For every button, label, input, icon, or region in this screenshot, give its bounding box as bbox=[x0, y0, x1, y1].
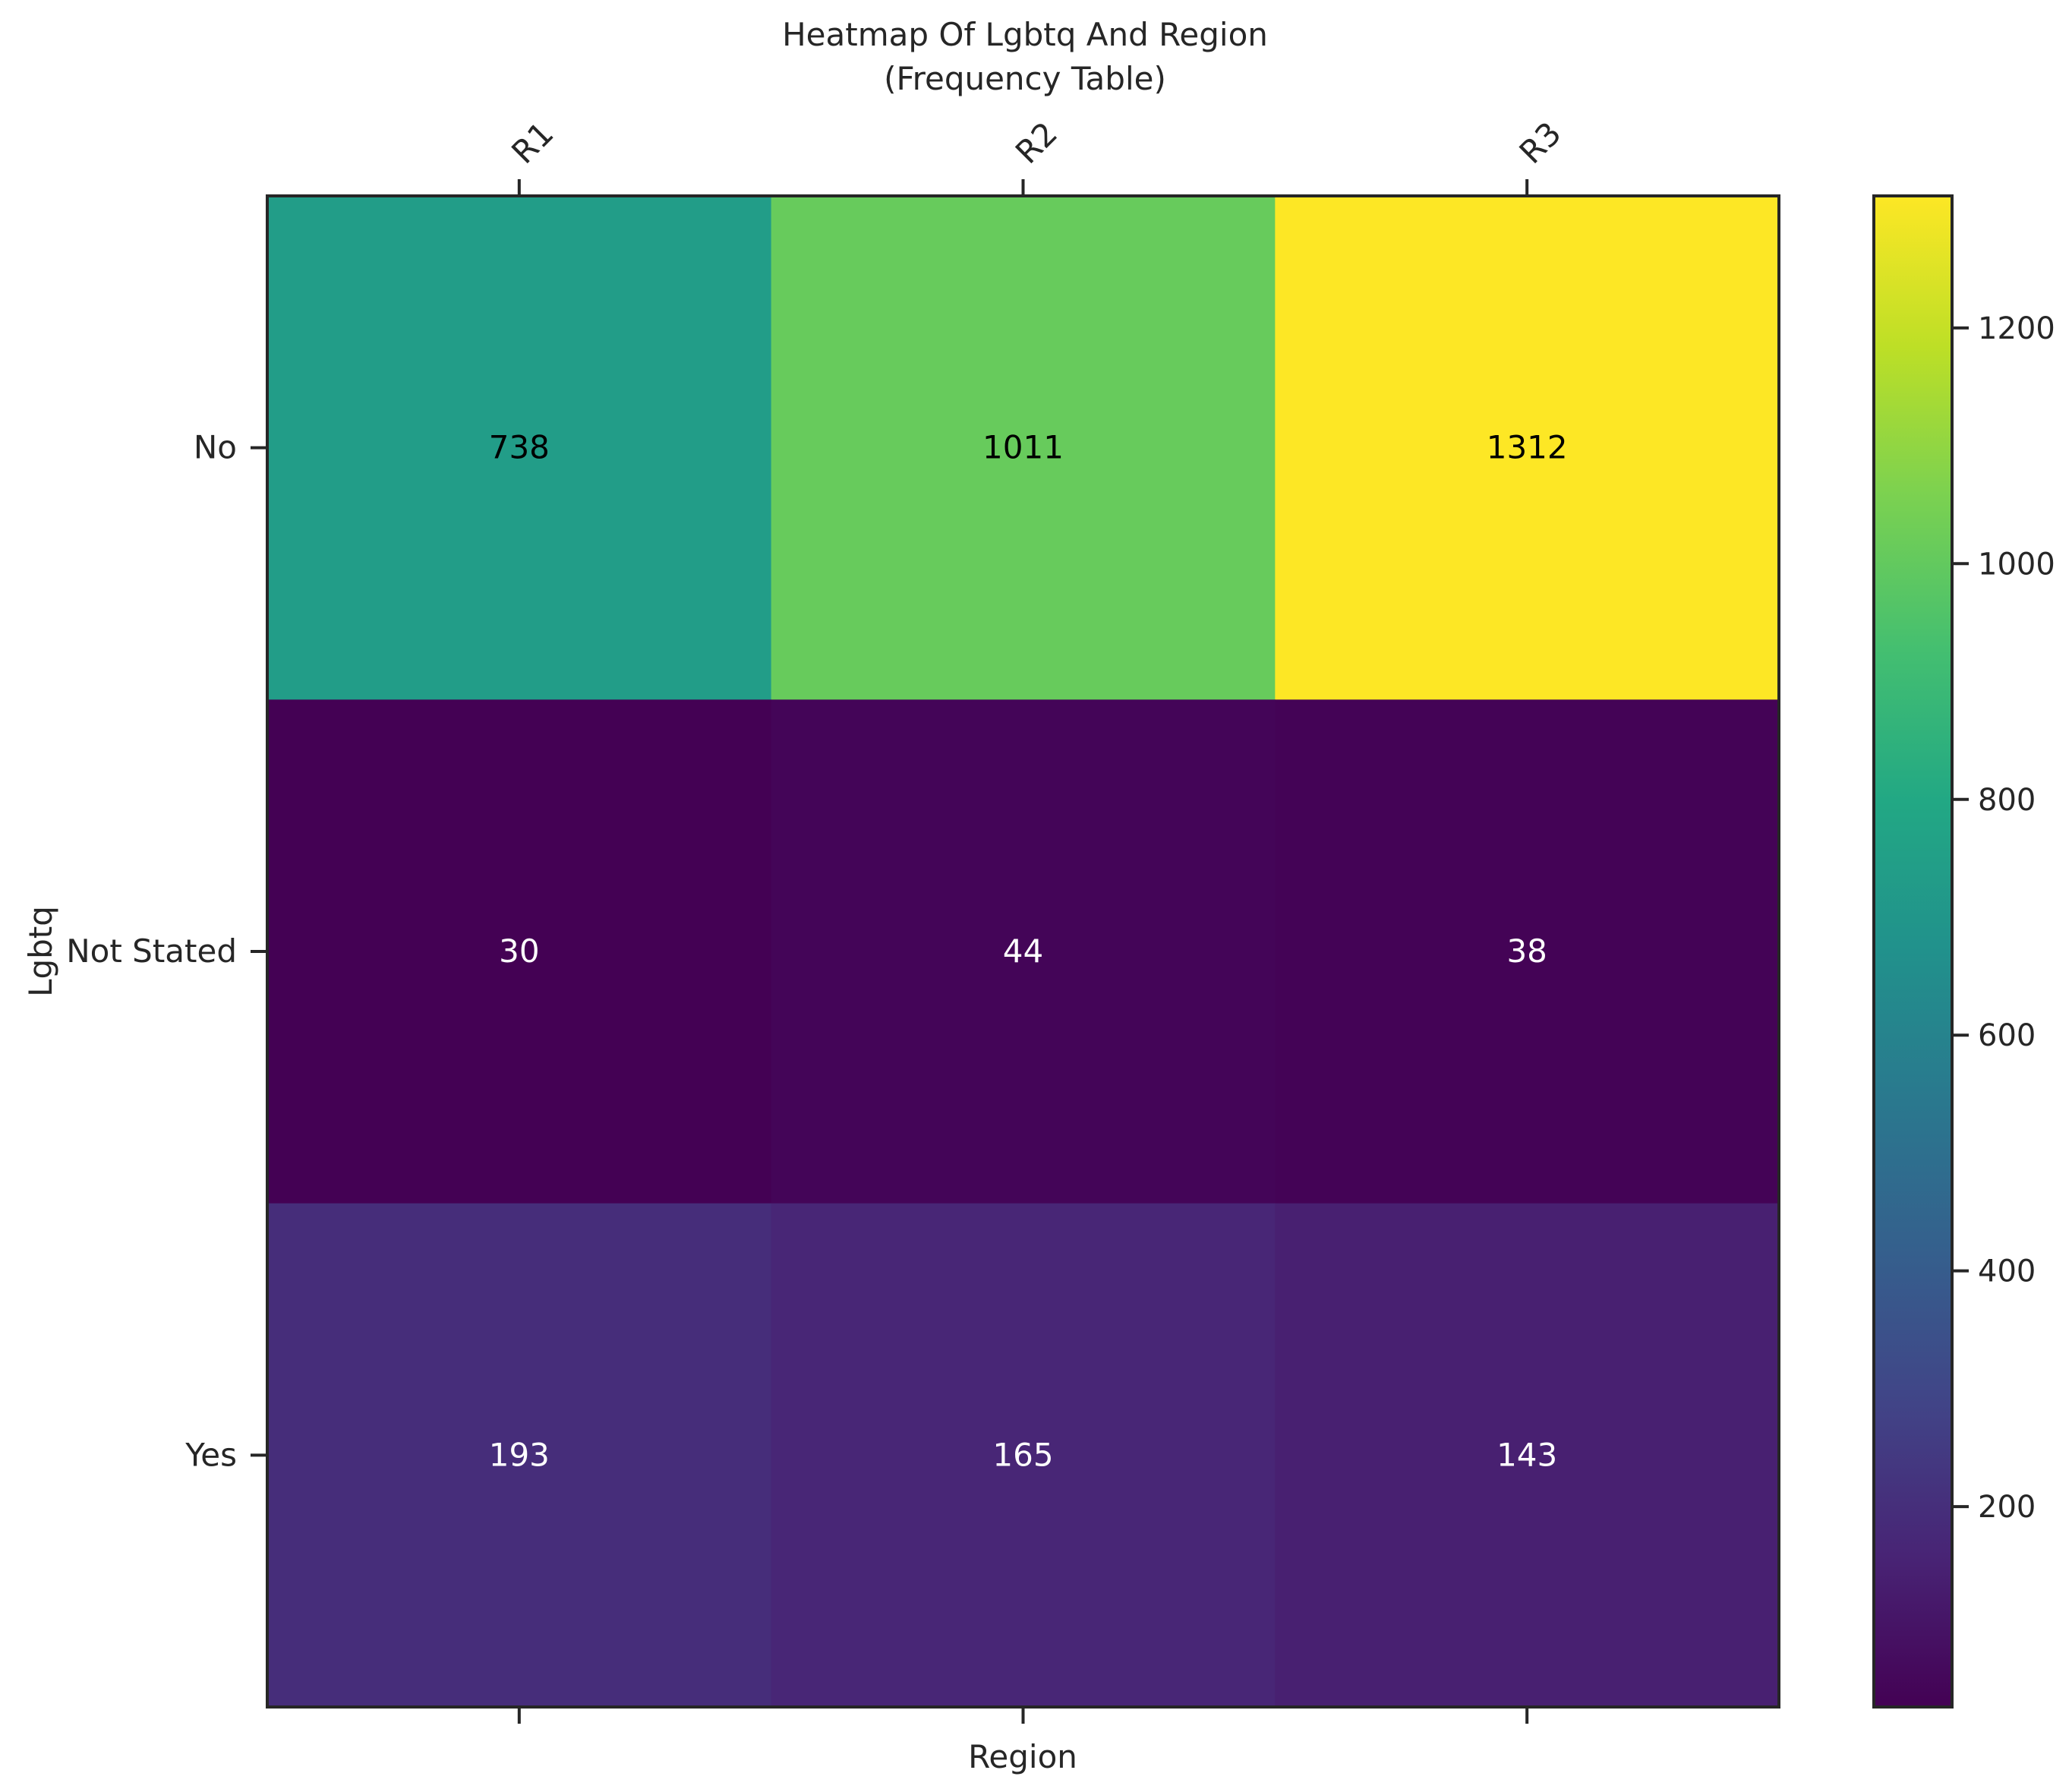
colorbar bbox=[1872, 194, 1954, 1709]
heatmap-cells bbox=[267, 196, 1780, 1708]
x-tick-label: R3 bbox=[1512, 115, 1569, 171]
heatmap-cell bbox=[1275, 1203, 1780, 1708]
heatmap-cell bbox=[771, 1203, 1276, 1708]
chart-subtitle: (Frequency Table) bbox=[884, 60, 1166, 97]
cell-value-label: 1312 bbox=[1487, 429, 1568, 466]
y-tick-label: Yes bbox=[184, 1436, 237, 1473]
x-axis-label: Region bbox=[968, 1738, 1077, 1775]
chart-title: Heatmap Of Lgbtq And Region bbox=[782, 16, 1268, 53]
heatmap-cell bbox=[1275, 196, 1780, 700]
y-axis-label: Lgbtq bbox=[22, 906, 59, 997]
y-axis-ticks: No Not Stated Yes bbox=[66, 429, 267, 1473]
heatmap-cell bbox=[1275, 699, 1780, 1204]
cell-value-label: 30 bbox=[499, 932, 539, 970]
heatmap-cell bbox=[267, 699, 772, 1204]
x-tick-label: R1 bbox=[504, 115, 560, 171]
cell-value-label: 143 bbox=[1496, 1436, 1557, 1473]
colorbar-tick-label: 600 bbox=[1978, 1018, 2036, 1053]
cell-value-label: 193 bbox=[489, 1436, 550, 1473]
colorbar-tick-label: 800 bbox=[1978, 783, 2036, 818]
y-tick-label: Not Stated bbox=[66, 932, 237, 970]
cell-value-label: 38 bbox=[1506, 932, 1547, 970]
cell-value-labels: 738 1011 1312 30 44 38 193 165 143 bbox=[489, 429, 1568, 1474]
colorbar-tick-label: 200 bbox=[1978, 1490, 2036, 1525]
colorbar-ticks: 200 400 600 800 1000 1200 bbox=[1952, 311, 2055, 1525]
cell-value-label: 738 bbox=[489, 429, 550, 466]
heatmap-cell bbox=[267, 196, 772, 700]
cell-value-label: 44 bbox=[1003, 932, 1043, 970]
colorbar-tick-label: 1000 bbox=[1978, 547, 2055, 582]
heatmap-cell bbox=[771, 196, 1276, 700]
cell-value-label: 165 bbox=[992, 1436, 1053, 1473]
colorbar-gradient bbox=[1872, 194, 1954, 1709]
x-tick-label: R2 bbox=[1008, 115, 1064, 171]
heatmap-cell bbox=[771, 699, 1276, 1204]
heatmap-cell bbox=[267, 1203, 772, 1708]
colorbar-tick-label: 1200 bbox=[1978, 311, 2055, 346]
cell-value-label: 1011 bbox=[982, 429, 1064, 466]
colorbar-tick-label: 400 bbox=[1978, 1254, 2036, 1289]
y-tick-label: No bbox=[194, 429, 237, 466]
